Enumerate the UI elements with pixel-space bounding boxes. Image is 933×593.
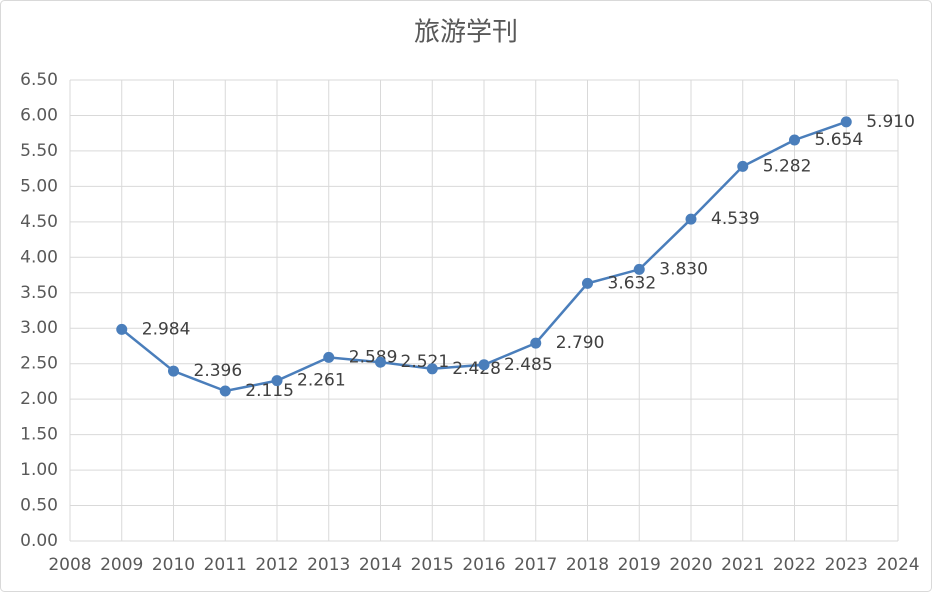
x-tick-label: 2014	[359, 555, 402, 575]
x-tick-label: 2009	[100, 555, 143, 575]
y-tick-label: 6.00	[20, 105, 58, 125]
y-tick-label: 1.50	[20, 425, 58, 445]
y-tick-label: 4.50	[20, 212, 58, 232]
data-label: 2.396	[194, 361, 243, 381]
y-tick-label: 5.00	[20, 176, 58, 196]
data-point	[219, 385, 231, 397]
x-tick-label: 2015	[411, 555, 454, 575]
data-label: 3.632	[608, 273, 657, 293]
data-label: 5.282	[763, 156, 812, 176]
data-point	[840, 116, 852, 128]
y-tick-label: 6.50	[20, 70, 58, 90]
data-label: 2.790	[556, 333, 605, 353]
data-label: 5.910	[866, 112, 915, 132]
data-point	[116, 323, 128, 335]
y-tick-label: 3.50	[20, 283, 58, 303]
data-point	[685, 213, 697, 225]
x-tick-label: 2010	[152, 555, 195, 575]
x-tick-label: 2012	[255, 555, 298, 575]
x-tick-label: 2023	[825, 555, 868, 575]
y-tick-label: 3.00	[20, 318, 58, 338]
data-point	[271, 375, 283, 387]
chart-title: 旅游学刊	[414, 18, 518, 48]
data-label: 2.521	[401, 352, 450, 372]
x-tick-label: 2017	[514, 555, 557, 575]
x-tick-label: 2013	[307, 555, 350, 575]
y-tick-label: 2.00	[20, 389, 58, 409]
y-tick-label: 1.00	[20, 460, 58, 480]
data-label: 2.428	[452, 359, 501, 379]
data-label: 4.539	[711, 209, 760, 229]
x-tick-label: 2019	[618, 555, 661, 575]
data-label: 5.654	[815, 130, 864, 150]
y-tick-label: 2.50	[20, 354, 58, 374]
data-label: 2.984	[142, 319, 191, 339]
data-point	[737, 160, 749, 172]
data-point	[426, 363, 438, 375]
data-point	[633, 263, 645, 275]
data-point	[789, 134, 800, 146]
data-label: 2.261	[297, 371, 346, 391]
data-label: 2.485	[504, 355, 553, 375]
y-tick-label: 0.50	[20, 496, 58, 516]
x-tick-label: 2020	[669, 555, 712, 575]
y-tick-label: 5.50	[20, 141, 58, 161]
y-tick-label: 4.00	[20, 247, 58, 267]
x-tick-label: 2008	[48, 555, 91, 575]
data-point	[375, 356, 386, 368]
data-label: 3.830	[659, 259, 708, 279]
data-point	[530, 337, 542, 349]
x-tick-label: 2016	[462, 555, 505, 575]
data-label: 2.589	[349, 347, 398, 367]
x-tick-label: 2018	[566, 555, 609, 575]
data-point	[168, 365, 179, 377]
y-tick-label: 0.00	[20, 531, 58, 551]
x-tick-label: 2024	[876, 555, 919, 575]
data-point	[323, 351, 335, 363]
x-tick-label: 2021	[721, 555, 764, 575]
data-point	[582, 277, 593, 289]
data-label: 2.115	[245, 381, 294, 401]
x-tick-label: 2011	[204, 555, 247, 575]
x-tick-label: 2022	[773, 555, 816, 575]
data-point	[478, 359, 490, 371]
